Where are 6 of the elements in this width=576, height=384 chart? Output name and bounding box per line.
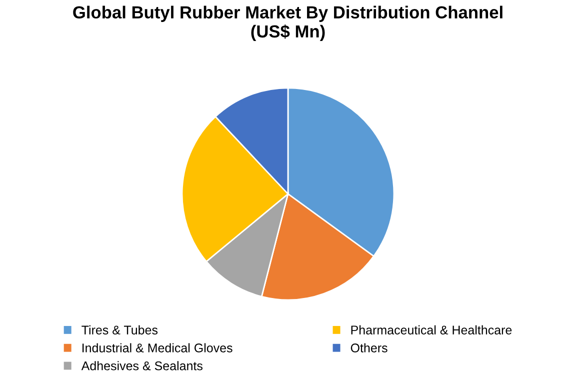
legend-label: Pharmaceutical & Healthcare bbox=[351, 325, 512, 334]
legend-label: Adhesives & Sealants bbox=[81, 361, 202, 370]
legend-label: Tires & Tubes bbox=[82, 325, 158, 334]
legend-label: Others bbox=[350, 343, 388, 352]
chart-title: Global Butyl Rubber Market By Distribution Channel (US$ Mn) bbox=[73, 6, 502, 42]
legend-label: Industrial & Medical Gloves bbox=[82, 343, 232, 352]
